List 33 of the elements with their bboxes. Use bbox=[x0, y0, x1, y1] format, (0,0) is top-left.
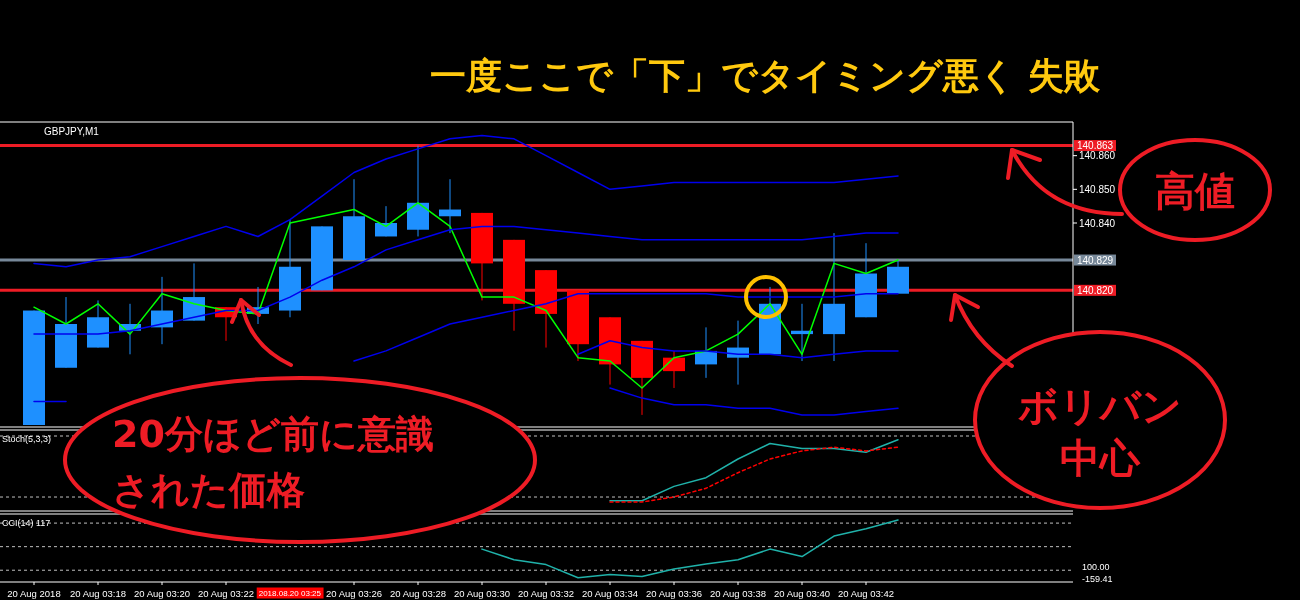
y-tick-label: 140.860 bbox=[1079, 150, 1116, 162]
x-tick-label: 20 Aug 03:32 bbox=[518, 587, 574, 599]
x-tick-label: 20 Aug 03:42 bbox=[838, 587, 894, 599]
chart-title: CCI(14) 117 bbox=[2, 518, 51, 528]
x-tick-label: 20 Aug 03:30 bbox=[454, 587, 510, 599]
text: 2018.08.20 03:25 bbox=[258, 588, 322, 598]
x-tick-label: 20 Aug 03:36 bbox=[646, 587, 702, 599]
text: ボリバン中心 bbox=[1018, 383, 1182, 481]
x-tick-label: 20 Aug 03:40 bbox=[774, 587, 830, 599]
x-tick-label: 20 Aug 03:28 bbox=[390, 587, 446, 599]
ref-line-label: 140.829 bbox=[1077, 254, 1114, 266]
text: 高値 bbox=[1155, 168, 1235, 214]
chart-subtitle: GBPJPY,M1 bbox=[44, 126, 100, 137]
x-tick-label: 20 Aug 03:34 bbox=[582, 587, 638, 599]
chart-title: 一度ここで「下」でタイミング悪く 失敗 bbox=[429, 55, 1102, 96]
x-tick-label: 20 Aug 03:18 bbox=[70, 587, 126, 599]
x-tick-label: 20 Aug 03:22 bbox=[198, 587, 254, 599]
line-series bbox=[33, 202, 899, 389]
text: -159.41 bbox=[1082, 574, 1113, 584]
line-series bbox=[609, 387, 899, 416]
x-tick-label: 20 Aug 03:26 bbox=[326, 587, 382, 599]
chart-title: Stoch(5,3,3) bbox=[2, 434, 52, 444]
candlestick bbox=[663, 350, 685, 389]
text: 100.00 bbox=[1082, 562, 1110, 572]
x-tick-label: 20 Aug 03:20 bbox=[134, 587, 190, 599]
y-tick-label: 140.850 bbox=[1079, 183, 1116, 195]
line-series bbox=[33, 225, 899, 335]
annotation: 20分ほど前に意識された価格 bbox=[112, 412, 434, 512]
ref-line-label: 140.820 bbox=[1077, 284, 1114, 296]
y-tick-label: 140.840 bbox=[1079, 217, 1116, 229]
x-tick-label: 20 Aug 2018 bbox=[7, 587, 61, 599]
x-tick-label: 20 Aug 03:38 bbox=[710, 587, 766, 599]
ref-line-label: 140.863 bbox=[1077, 140, 1114, 152]
